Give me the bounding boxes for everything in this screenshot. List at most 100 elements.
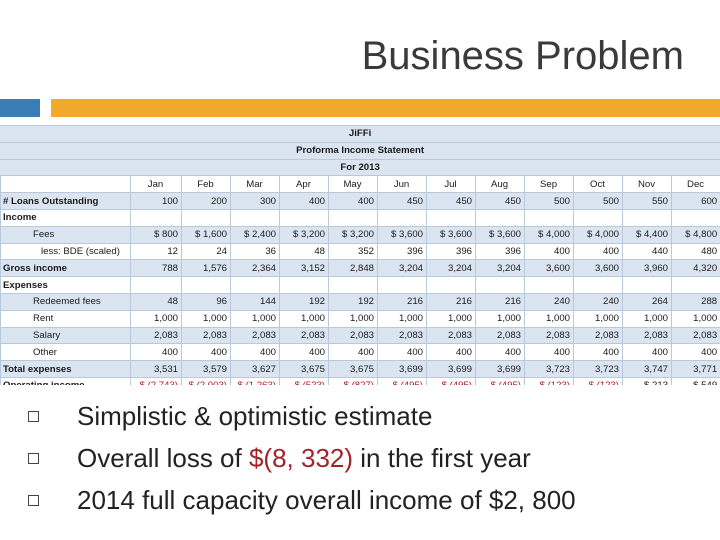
table-cell [279,208,329,227]
bullet-item: Simplistic & optimistic estimate [28,395,708,437]
table-cell: $ (2,743) [130,376,182,385]
table-cell [377,208,427,227]
table-cell: 1,000 [279,309,329,328]
table-cell: 400 [524,242,574,261]
table-cell: 2,848 [328,259,378,278]
table-cell: 3,771 [670,360,720,378]
bullet-item: 2014 full capacity overall income of $2,… [28,479,708,521]
row-label: Total expenses [0,360,131,378]
table-row: less: BDE (scaled) 12 24 36 48 352 396 396 396 40… [0,242,720,261]
table-cell: 216 [377,292,427,311]
table-cell: $ 3,200 [279,225,329,244]
table-cell: $ (1,263) [230,376,280,385]
table-cell: 3,675 [279,360,329,378]
table-cell: 2,083 [181,326,231,345]
table-cell: $ (523) [279,376,329,385]
table-cell: $ 213 [622,376,672,385]
table-cell: $ 1,600 [181,225,231,244]
table-cell [524,276,574,294]
row-label: less: BDE (scaled) [0,242,131,261]
table-cell [130,276,182,294]
table-cell: 400 [328,192,378,210]
month-header: Jul [426,175,476,194]
table-cell: 240 [524,292,574,311]
month-header: Aug [475,175,525,194]
table-cell: 480 [670,242,720,261]
row-label: Redeemed fees [0,292,131,311]
table-cell: $ 4,800 [670,225,720,244]
table-cell: 192 [328,292,378,311]
table-row: Income [0,208,720,227]
table-cell: $ (495) [426,376,476,385]
table-cell: 600 [670,192,720,210]
table-cell: 2,083 [622,326,672,345]
table-row: Expenses [0,276,720,294]
table-cell: 352 [328,242,378,261]
table-cell [475,208,525,227]
table-cell: 2,364 [230,259,280,278]
table-cell: 3,747 [622,360,672,378]
bullet-text: 2014 full capacity overall income of $2,… [77,484,576,515]
table-cell: 1,000 [524,309,574,328]
table-cell: $ (123) [573,376,623,385]
table-cell: $ 3,600 [377,225,427,244]
table-cell: $ (495) [377,376,427,385]
table-cell: 400 [377,343,427,362]
slide-title: Business Problem [361,34,684,78]
table-cell: 3,699 [426,360,476,378]
corner-cell [0,175,131,194]
row-label: Income [0,208,131,227]
income-statement-table: JiFFi Proforma Income Statement For 2013… [0,125,720,385]
table-cell: 3,627 [230,360,280,378]
table-cell: 144 [230,292,280,311]
table-cell: 1,000 [130,309,182,328]
table-cell: $ 2,400 [230,225,280,244]
square-bullet-icon [28,494,39,506]
table-cell: 3,699 [475,360,525,378]
table-cell: 400 [475,343,525,362]
month-header: Jun [377,175,427,194]
table-cell: 3,600 [524,259,574,278]
table-cell: 288 [670,292,720,311]
table-cell [230,208,280,227]
month-header: Nov [622,175,672,194]
table-cell: 192 [279,292,329,311]
table-cell: 48 [279,242,329,261]
table-cell: $ (123) [524,376,574,385]
header-row-period: For 2013 [0,158,720,177]
table-cell: 3,723 [573,360,623,378]
table-cell: 2,083 [475,326,525,345]
table-cell: 3,579 [181,360,231,378]
table-cell [524,208,574,227]
loss-amount: $(8, 332) [248,442,354,473]
table-cell [475,276,525,294]
table-cell: 550 [622,192,672,210]
table-cell: 200 [181,192,231,210]
table-cell: 400 [328,343,378,362]
table-cell [426,276,476,294]
month-header-row: Jan Feb Mar Apr May Jun Jul Aug Sep Oct Nov Dec [0,175,720,194]
table-cell: 1,000 [573,309,623,328]
bullet-text: Simplistic & optimistic estimate [77,400,433,431]
table-cell [279,276,329,294]
table-cell: 216 [426,292,476,311]
statement-period: For 2013 [0,158,720,177]
table-cell: 24 [181,242,231,261]
table-row: Rent 1,000 1,000 1,000 1,000 1,000 1,000 1,000 1… [0,309,720,328]
table-cell: 400 [622,343,672,362]
table-cell: 100 [130,192,182,210]
table-cell: 400 [230,343,280,362]
table-cell [181,276,231,294]
table-cell: 2,083 [426,326,476,345]
table-cell [622,208,672,227]
month-header: Apr [279,175,329,194]
table-cell: 1,000 [181,309,231,328]
table-cell: 440 [622,242,672,261]
table-cell [181,208,231,227]
square-bullet-icon [28,452,39,464]
table-cell [377,276,427,294]
bullet-text-pre: Overall loss of [77,442,249,473]
table-cell: $ 3,600 [426,225,476,244]
month-header: May [328,175,378,194]
table-cell: 264 [622,292,672,311]
